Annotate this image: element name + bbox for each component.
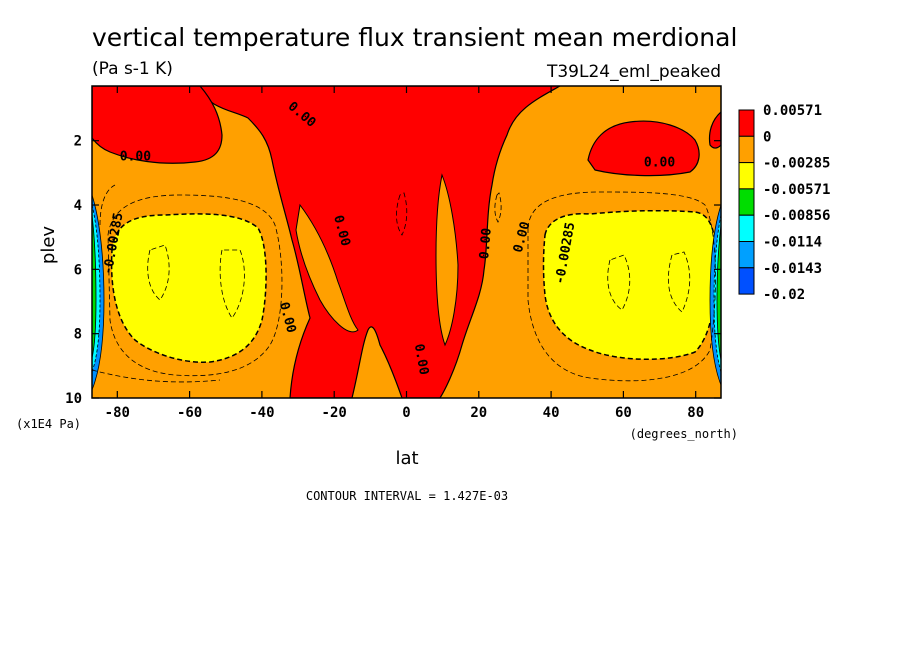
x-tick-label: 40 (543, 405, 560, 421)
y-tick-label: 2 (74, 134, 82, 150)
x-axis-label: lat (395, 448, 418, 469)
colorbar-swatch (738, 214, 755, 242)
colorbar-swatch (738, 267, 755, 295)
colorbar-label: 0.00571 (763, 103, 822, 119)
x-axis-units: (degrees_north) (630, 427, 738, 441)
contour-label: 0.00 (411, 343, 431, 377)
x-tick-label: 0 (402, 405, 410, 421)
y-tick-label: 4 (74, 198, 82, 214)
colorbar-swatch (738, 135, 755, 164)
colorbar-label: -0.02 (763, 287, 805, 303)
colorbar-swatch (738, 162, 755, 190)
contour-interval: CONTOUR INTERVAL = 1.427E-03 (306, 489, 508, 503)
left-edge-green (92, 214, 97, 359)
x-tick-label: -40 (249, 405, 274, 421)
contour-label: 0.00 (644, 156, 675, 171)
red-region-central (194, 86, 562, 398)
run-label: T39L24_eml_peaked (546, 62, 721, 82)
colorbar-label: -0.0114 (763, 235, 822, 251)
dashed-contours (92, 184, 716, 383)
colorbar-swatch (738, 241, 755, 269)
x-tick-label: 20 (470, 405, 487, 421)
red-region-left-top (92, 86, 223, 164)
x-tick-label: -60 (177, 405, 202, 421)
y-tick-label: 10 (65, 391, 82, 407)
y-tick-label: 6 (74, 262, 82, 278)
y-tick-label: 8 (74, 327, 82, 343)
colorbar-swatch (738, 188, 755, 216)
x-tick-label: 80 (687, 405, 704, 421)
chart-title: vertical temperature flux transient mean… (92, 23, 737, 52)
colorbar-label: -0.00571 (763, 182, 830, 198)
contour-fill: 0.000.000.000.000.000.00 0.000.00-0.00285… (92, 86, 721, 398)
y-axis-units: (x1E4 Pa) (16, 417, 81, 431)
x-axis: -80 -60 -40 -20 0 20 40 60 80 (105, 86, 704, 421)
orange-patch-left (295, 203, 359, 333)
x-tick-label: -80 (105, 405, 130, 421)
right-edge-green (716, 224, 721, 361)
x-tick-label: 60 (615, 405, 632, 421)
red-region-right-top (587, 120, 700, 177)
orange-patch-center (435, 173, 459, 347)
colorbar-label: -0.00285 (763, 156, 830, 172)
y-axis: 2 4 6 8 10 (65, 134, 721, 407)
contour-label: 0.00 (477, 227, 495, 260)
colorbar-swatch (738, 109, 755, 137)
chart-units: (Pa s-1 K) (92, 59, 173, 79)
colorbar: 0.00571 0 -0.00285 -0.00571 -0.00856 -0.0114 -… (738, 103, 830, 303)
x-tick-label: -20 (322, 405, 347, 421)
colorbar-label: 0 (763, 129, 771, 145)
yellow-region-left (110, 213, 267, 363)
contour-label: 0.00 (120, 149, 151, 164)
red-region-right-edge (708, 111, 721, 149)
y-axis-label: plev (38, 226, 59, 265)
colorbar-label: -0.0143 (763, 261, 822, 277)
colorbar-label: -0.00856 (763, 208, 830, 224)
